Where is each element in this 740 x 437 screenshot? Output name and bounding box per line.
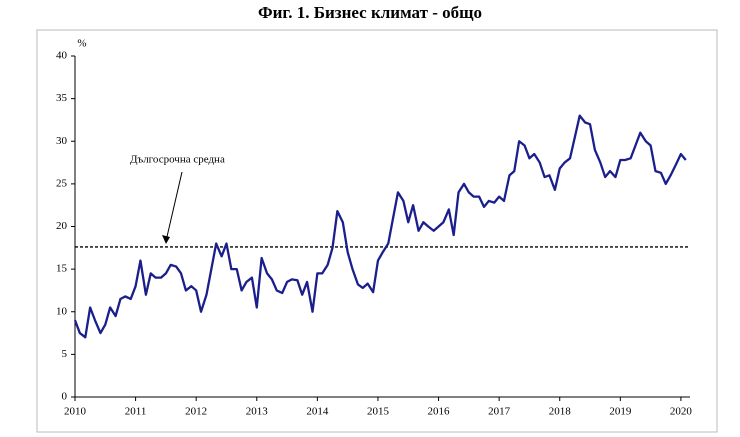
y-tick-label: 30 [56,135,68,147]
x-tick-label: 2010 [64,406,87,418]
arrow-head [162,234,170,244]
y-unit: % [77,38,86,50]
x-tick-label: 2015 [367,406,390,418]
annotation-arrow [165,171,183,242]
x-tick-label: 2018 [549,406,572,418]
y-tick-label: 10 [56,305,68,317]
x-tick-label: 2011 [125,406,147,418]
y-tick-label: 0 [62,391,68,403]
y-tick-label: 40 [56,50,68,62]
chart-title: Фиг. 1. Бизнес климат - общо [258,3,482,22]
chart-frame [36,29,718,433]
x-tick-label: 2016 [428,406,451,418]
y-tick-label: 5 [62,348,68,360]
reference-label: Дългосрочна средна [130,154,225,166]
y-tick-label: 35 [56,92,68,104]
y-tick-label: 25 [56,177,68,189]
y-tick-label: 15 [56,263,68,275]
x-tick-label: 2017 [488,406,511,418]
x-tick-label: 2012 [185,406,207,418]
x-tick-label: 2013 [246,406,269,418]
x-tick-label: 2020 [670,406,693,418]
x-tick-label: 2019 [609,406,632,418]
data-line [73,114,687,339]
x-tick-label: 2014 [306,406,329,418]
y-tick-label: 20 [56,220,68,232]
